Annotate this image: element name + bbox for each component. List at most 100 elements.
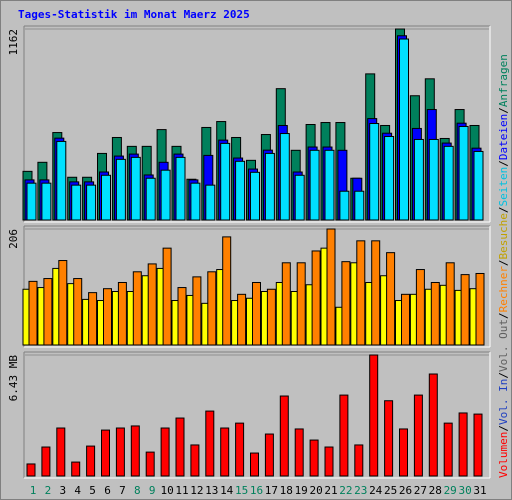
bar bbox=[250, 171, 260, 221]
x-tick-label: 18 bbox=[280, 484, 293, 497]
x-tick-label: 13 bbox=[205, 484, 218, 497]
bar bbox=[250, 452, 259, 477]
bar bbox=[235, 422, 245, 477]
bar bbox=[281, 262, 291, 346]
bar bbox=[399, 38, 409, 221]
bar bbox=[26, 463, 36, 477]
bar bbox=[309, 439, 319, 477]
bar bbox=[399, 428, 408, 477]
bar bbox=[220, 427, 230, 477]
bar bbox=[415, 269, 425, 346]
bar bbox=[294, 428, 304, 477]
bar bbox=[86, 184, 97, 221]
bar bbox=[264, 152, 275, 221]
x-tick-label: 23 bbox=[354, 484, 367, 497]
bar bbox=[130, 425, 140, 477]
x-tick-label: 21 bbox=[324, 484, 337, 497]
x-tick-label: 28 bbox=[429, 484, 442, 497]
bar bbox=[58, 260, 68, 346]
bar bbox=[41, 182, 52, 221]
bar bbox=[101, 174, 111, 221]
x-tick-label: 20 bbox=[309, 484, 322, 497]
x-tick-label: 15 bbox=[235, 484, 248, 497]
bar bbox=[430, 281, 440, 346]
legend-separator: / bbox=[497, 425, 510, 432]
x-tick-label: 19 bbox=[295, 484, 308, 497]
bar bbox=[384, 135, 395, 221]
bar bbox=[56, 140, 67, 221]
bar bbox=[279, 395, 289, 477]
bar bbox=[220, 142, 231, 221]
chart-title: Tages-Statistik im Monat Maerz 2025 bbox=[18, 8, 250, 21]
legend-entry: Volumen bbox=[497, 432, 510, 478]
bar bbox=[279, 133, 290, 221]
legend-separator: / bbox=[497, 107, 510, 114]
bar bbox=[324, 149, 335, 221]
bar bbox=[460, 274, 470, 346]
bar bbox=[117, 281, 127, 346]
x-tick-label: 4 bbox=[74, 484, 81, 497]
bar bbox=[88, 292, 98, 346]
y-tick-label: 1162 bbox=[7, 29, 20, 56]
bar bbox=[43, 278, 53, 346]
x-tick-label: 31 bbox=[473, 484, 486, 497]
bar bbox=[311, 250, 321, 346]
legend-separator: / bbox=[497, 206, 510, 213]
bar bbox=[205, 410, 215, 477]
legend-entry: Vol. Out bbox=[497, 319, 510, 372]
legend-entry: Anfragen bbox=[497, 54, 510, 107]
x-tick-label: 30 bbox=[458, 484, 471, 497]
bar bbox=[458, 412, 468, 477]
x-tick-label: 16 bbox=[250, 484, 263, 497]
x-tick-label: 26 bbox=[399, 484, 412, 497]
x-tick-label: 2 bbox=[45, 484, 52, 497]
bar bbox=[71, 184, 82, 221]
bar bbox=[115, 427, 125, 477]
bar bbox=[386, 252, 396, 346]
y-tick-label: 206 bbox=[7, 229, 20, 249]
legend-separator: / bbox=[497, 312, 510, 319]
bar bbox=[103, 288, 112, 346]
bar bbox=[341, 261, 351, 346]
x-tick-label: 1 bbox=[30, 484, 37, 497]
bar bbox=[28, 280, 38, 346]
y-tick-label: 6.43 MB bbox=[7, 355, 20, 402]
x-tick-label: 8 bbox=[134, 484, 141, 497]
bar bbox=[237, 293, 247, 346]
bar bbox=[162, 247, 172, 346]
bar bbox=[445, 262, 455, 346]
legend-entry: Besuche bbox=[497, 213, 510, 259]
legend-entry: Seiten bbox=[497, 167, 510, 207]
x-tick-label: 6 bbox=[104, 484, 111, 497]
bar bbox=[309, 149, 320, 221]
bar bbox=[401, 293, 410, 346]
x-tick-label: 10 bbox=[160, 484, 173, 497]
bar bbox=[160, 427, 170, 477]
bar bbox=[264, 433, 274, 477]
bar bbox=[222, 236, 232, 346]
x-tick-label: 24 bbox=[369, 484, 383, 497]
legend-entry: Rechner bbox=[497, 266, 510, 313]
legend-separator: / bbox=[497, 259, 510, 266]
bar bbox=[115, 158, 126, 221]
bar bbox=[443, 422, 453, 477]
x-tick-label: 7 bbox=[119, 484, 126, 497]
bar bbox=[56, 427, 66, 477]
bar bbox=[177, 287, 187, 346]
x-tick-label: 25 bbox=[384, 484, 397, 497]
bar bbox=[354, 444, 364, 477]
bar bbox=[86, 445, 96, 477]
bar bbox=[354, 190, 365, 221]
x-tick-label: 3 bbox=[59, 484, 66, 497]
x-tick-label: 27 bbox=[414, 484, 427, 497]
bar bbox=[147, 263, 157, 346]
bar bbox=[205, 184, 216, 221]
bar bbox=[473, 150, 484, 221]
x-tick-label: 9 bbox=[149, 484, 156, 497]
bar bbox=[369, 123, 380, 221]
bar bbox=[145, 177, 156, 221]
bar bbox=[207, 271, 217, 346]
bar bbox=[473, 413, 483, 477]
bar bbox=[371, 240, 381, 346]
bar bbox=[443, 145, 454, 221]
